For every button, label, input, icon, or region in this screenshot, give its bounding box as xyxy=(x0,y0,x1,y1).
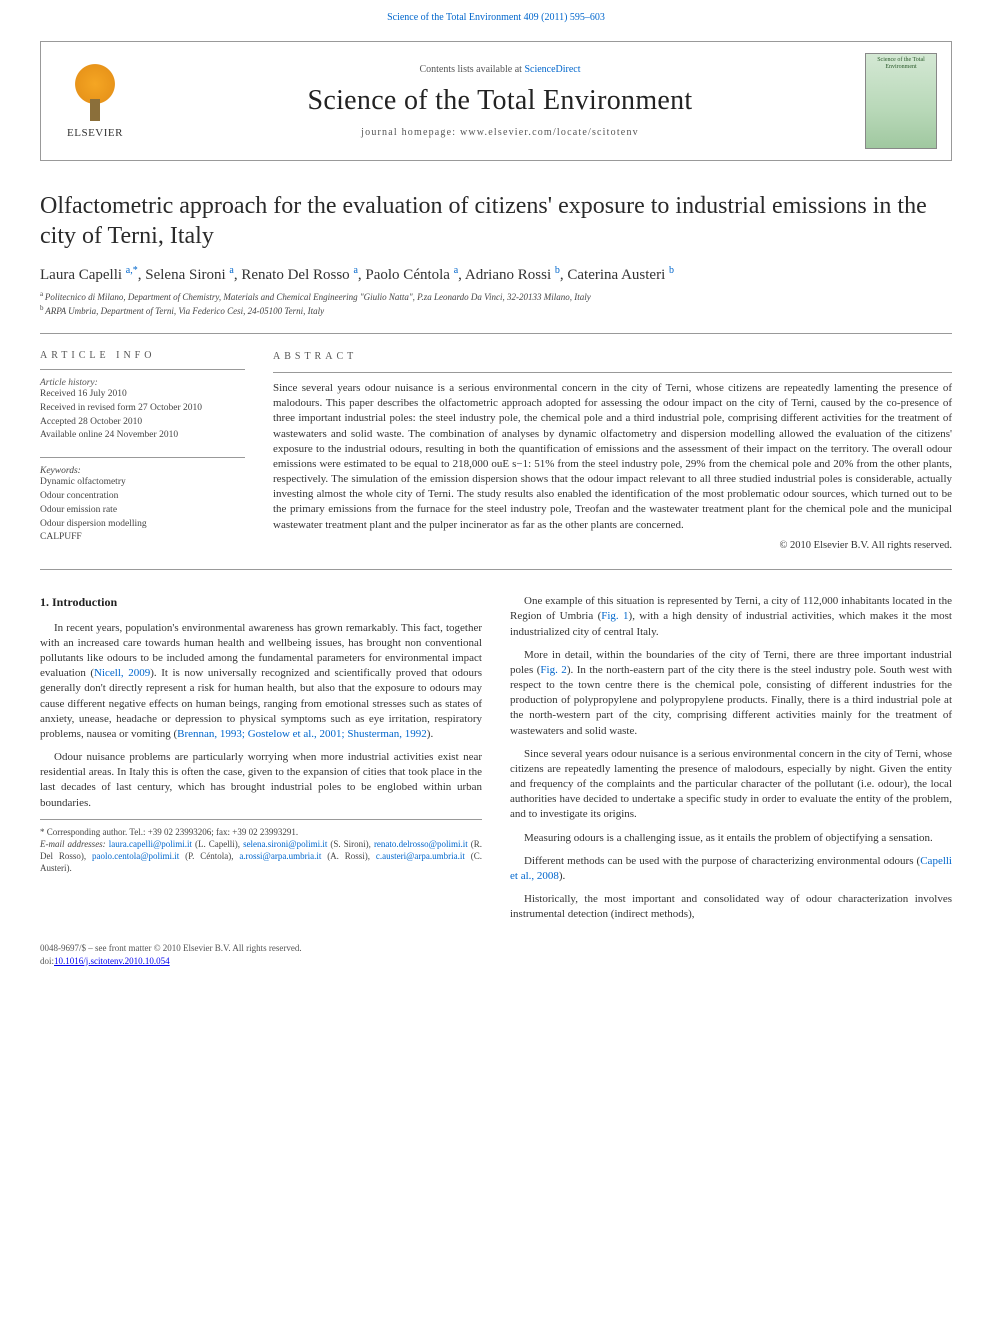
body-paragraph: One example of this situation is represe… xyxy=(510,594,952,640)
keyword: Odour emission rate xyxy=(40,504,245,518)
keywords-block: Keywords: Dynamic olfactometryOdour conc… xyxy=(40,457,245,545)
figure-link[interactable]: Fig. 1 xyxy=(601,610,628,622)
author: Caterina Austeri b xyxy=(567,267,674,283)
author: Renato Del Rosso a xyxy=(241,267,358,283)
email-link[interactable]: renato.delrosso@polimi.it xyxy=(374,839,468,849)
citation-link[interactable]: Capelli et al., 2008 xyxy=(510,855,952,882)
affiliation-line: b ARPA Umbria, Department of Terni, Via … xyxy=(40,304,952,318)
history-label: Article history: xyxy=(40,378,245,388)
cover-title-text: Science of the Total Environment xyxy=(866,54,936,73)
journal-homepage: journal homepage: www.elsevier.com/locat… xyxy=(135,127,865,138)
email-owner: (L. Capelli), xyxy=(195,839,243,849)
contents-prefix: Contents lists available at xyxy=(419,64,524,75)
author: Selena Sironi a xyxy=(145,267,234,283)
author: Laura Capelli a,* xyxy=(40,267,138,283)
author-affiliation-mark: a,* xyxy=(126,265,138,276)
elsevier-logo: ELSEVIER xyxy=(55,63,135,139)
abstract-rule xyxy=(273,372,952,373)
body-paragraph: Odour nuisance problems are particularly… xyxy=(40,750,482,811)
top-citation-journal: Science of the Total Environment xyxy=(387,12,521,23)
top-citation-pages: 409 (2011) 595–603 xyxy=(524,12,605,23)
email-link[interactable]: selena.sironi@polimi.it xyxy=(243,839,327,849)
email-link[interactable]: c.austeri@arpa.umbria.it xyxy=(376,851,465,861)
author: Paolo Céntola a xyxy=(365,267,458,283)
info-abstract-row: ARTICLE INFO Article history: Received 1… xyxy=(40,350,952,553)
doi-block: 0048-9697/$ – see front matter © 2010 El… xyxy=(40,942,952,966)
body-paragraph: Since several years odour nuisance is a … xyxy=(510,747,952,823)
email-link[interactable]: paolo.centola@polimi.it xyxy=(92,851,179,861)
top-citation-link: Science of the Total Environment 409 (20… xyxy=(0,0,992,41)
body-paragraph: In recent years, population's environmen… xyxy=(40,621,482,742)
author-affiliation-mark: a xyxy=(454,265,458,276)
email-owner: (P. Céntola), xyxy=(185,851,239,861)
right-paragraphs: One example of this situation is represe… xyxy=(510,594,952,922)
info-rule xyxy=(40,369,245,370)
authors-line: Laura Capelli a,*, Selena Sironi a, Rena… xyxy=(40,265,952,284)
article-info-head: ARTICLE INFO xyxy=(40,350,245,361)
figure-link[interactable]: Fig. 2 xyxy=(540,664,566,676)
author-affiliation-mark: a xyxy=(353,265,357,276)
keyword: Dynamic olfactometry xyxy=(40,476,245,490)
history-line: Received 16 July 2010 xyxy=(40,388,245,402)
affiliation-line: a Politecnico di Milano, Department of C… xyxy=(40,290,952,304)
front-matter-line: 0048-9697/$ – see front matter © 2010 El… xyxy=(40,942,952,954)
body-paragraph: Historically, the most important and con… xyxy=(510,892,952,922)
author-affiliation-mark: b xyxy=(555,265,560,276)
abstract-text: Since several years odour nuisance is a … xyxy=(273,381,952,533)
elsevier-tree-icon xyxy=(65,63,125,123)
abstract-column: ABSTRACT Since several years odour nuisa… xyxy=(273,350,952,553)
journal-cover-thumbnail: Science of the Total Environment xyxy=(865,53,937,149)
contents-lists-line: Contents lists available at ScienceDirec… xyxy=(135,64,865,75)
keywords-lines: Dynamic olfactometryOdour concentrationO… xyxy=(40,476,245,545)
keyword: Odour dispersion modelling xyxy=(40,518,245,532)
divider-rule-2 xyxy=(40,569,952,570)
divider-rule-1 xyxy=(40,333,952,334)
email-owner: (A. Rossi), xyxy=(327,851,376,861)
corresponding-author-note: * Corresponding author. Tel.: +39 02 239… xyxy=(40,826,482,838)
author: Adriano Rossi b xyxy=(465,267,560,283)
email-link[interactable]: a.rossi@arpa.umbria.it xyxy=(239,851,321,861)
history-lines: Received 16 July 2010Received in revised… xyxy=(40,388,245,443)
keywords-label: Keywords: xyxy=(40,466,245,476)
abstract-head: ABSTRACT xyxy=(273,350,952,364)
keyword: Odour concentration xyxy=(40,490,245,504)
body-paragraph: Different methods can be used with the p… xyxy=(510,854,952,884)
citation-link[interactable]: Brennan, 1993; Gostelow et al., 2001; Sh… xyxy=(177,728,427,740)
left-column: 1. Introduction In recent years, populat… xyxy=(40,594,482,930)
elsevier-text: ELSEVIER xyxy=(67,127,123,139)
section-number: 1. xyxy=(40,595,49,609)
citation-link[interactable]: Nicell, 2009 xyxy=(94,667,150,679)
footnotes-block: * Corresponding author. Tel.: +39 02 239… xyxy=(40,819,482,875)
body-paragraph: More in detail, within the boundaries of… xyxy=(510,648,952,739)
journal-header-frame: ELSEVIER Contents lists available at Sci… xyxy=(40,41,952,161)
author-affiliation-mark: b xyxy=(669,265,674,276)
header-center: Contents lists available at ScienceDirec… xyxy=(135,64,865,138)
article-title: Olfactometric approach for the evaluatio… xyxy=(40,191,952,251)
author-affiliation-mark: a xyxy=(229,265,233,276)
history-line: Accepted 28 October 2010 xyxy=(40,416,245,430)
body-two-columns: 1. Introduction In recent years, populat… xyxy=(40,594,952,930)
journal-name: Science of the Total Environment xyxy=(135,85,865,117)
doi-line: doi:10.1016/j.scitotenv.2010.10.054 xyxy=(40,955,952,967)
history-line: Received in revised form 27 October 2010 xyxy=(40,402,245,416)
doi-link[interactable]: 10.1016/j.scitotenv.2010.10.054 xyxy=(54,956,170,966)
sciencedirect-link[interactable]: ScienceDirect xyxy=(524,64,580,75)
email-link[interactable]: laura.capelli@polimi.it xyxy=(109,839,192,849)
affiliations: a Politecnico di Milano, Department of C… xyxy=(40,290,952,317)
keyword: CALPUFF xyxy=(40,531,245,545)
email-label: E-mail addresses: xyxy=(40,839,109,849)
section-title: Introduction xyxy=(52,595,117,609)
article-info-column: ARTICLE INFO Article history: Received 1… xyxy=(40,350,245,553)
email-owner: (S. Sironi), xyxy=(330,839,374,849)
right-column: One example of this situation is represe… xyxy=(510,594,952,930)
left-paragraphs: In recent years, population's environmen… xyxy=(40,621,482,811)
abstract-copyright: © 2010 Elsevier B.V. All rights reserved… xyxy=(273,539,952,553)
history-line: Available online 24 November 2010 xyxy=(40,429,245,443)
body-paragraph: Measuring odours is a challenging issue,… xyxy=(510,831,952,846)
email-addresses: E-mail addresses: laura.capelli@polimi.i… xyxy=(40,838,482,874)
section-heading: 1. Introduction xyxy=(40,594,482,611)
top-citation-anchor[interactable]: Science of the Total Environment 409 (20… xyxy=(387,12,605,23)
